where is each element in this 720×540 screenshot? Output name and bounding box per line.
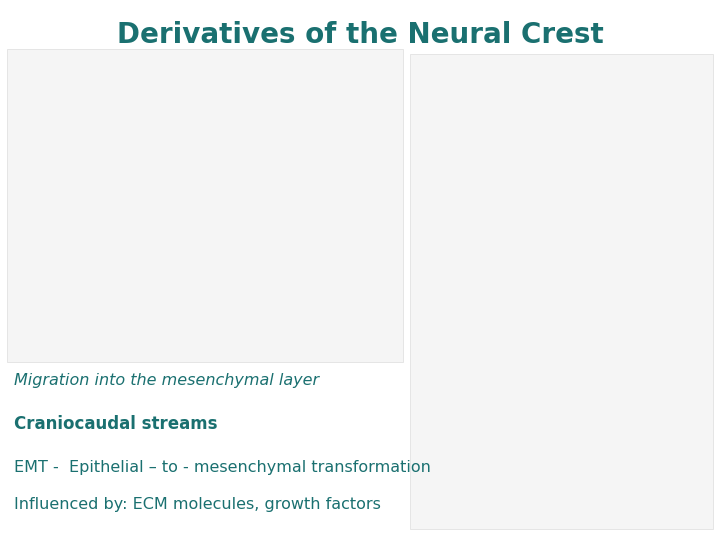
FancyBboxPatch shape [7, 49, 403, 362]
Text: Craniocaudal streams: Craniocaudal streams [14, 415, 218, 433]
Text: Derivatives of the Neural Crest: Derivatives of the Neural Crest [117, 21, 603, 49]
Text: Migration into the mesenchymal layer: Migration into the mesenchymal layer [14, 373, 320, 388]
Text: EMT -  Epithelial – to - mesenchymal transformation: EMT - Epithelial – to - mesenchymal tran… [14, 460, 431, 475]
Text: Influenced by: ECM molecules, growth factors: Influenced by: ECM molecules, growth fac… [14, 497, 382, 512]
FancyBboxPatch shape [410, 54, 713, 529]
